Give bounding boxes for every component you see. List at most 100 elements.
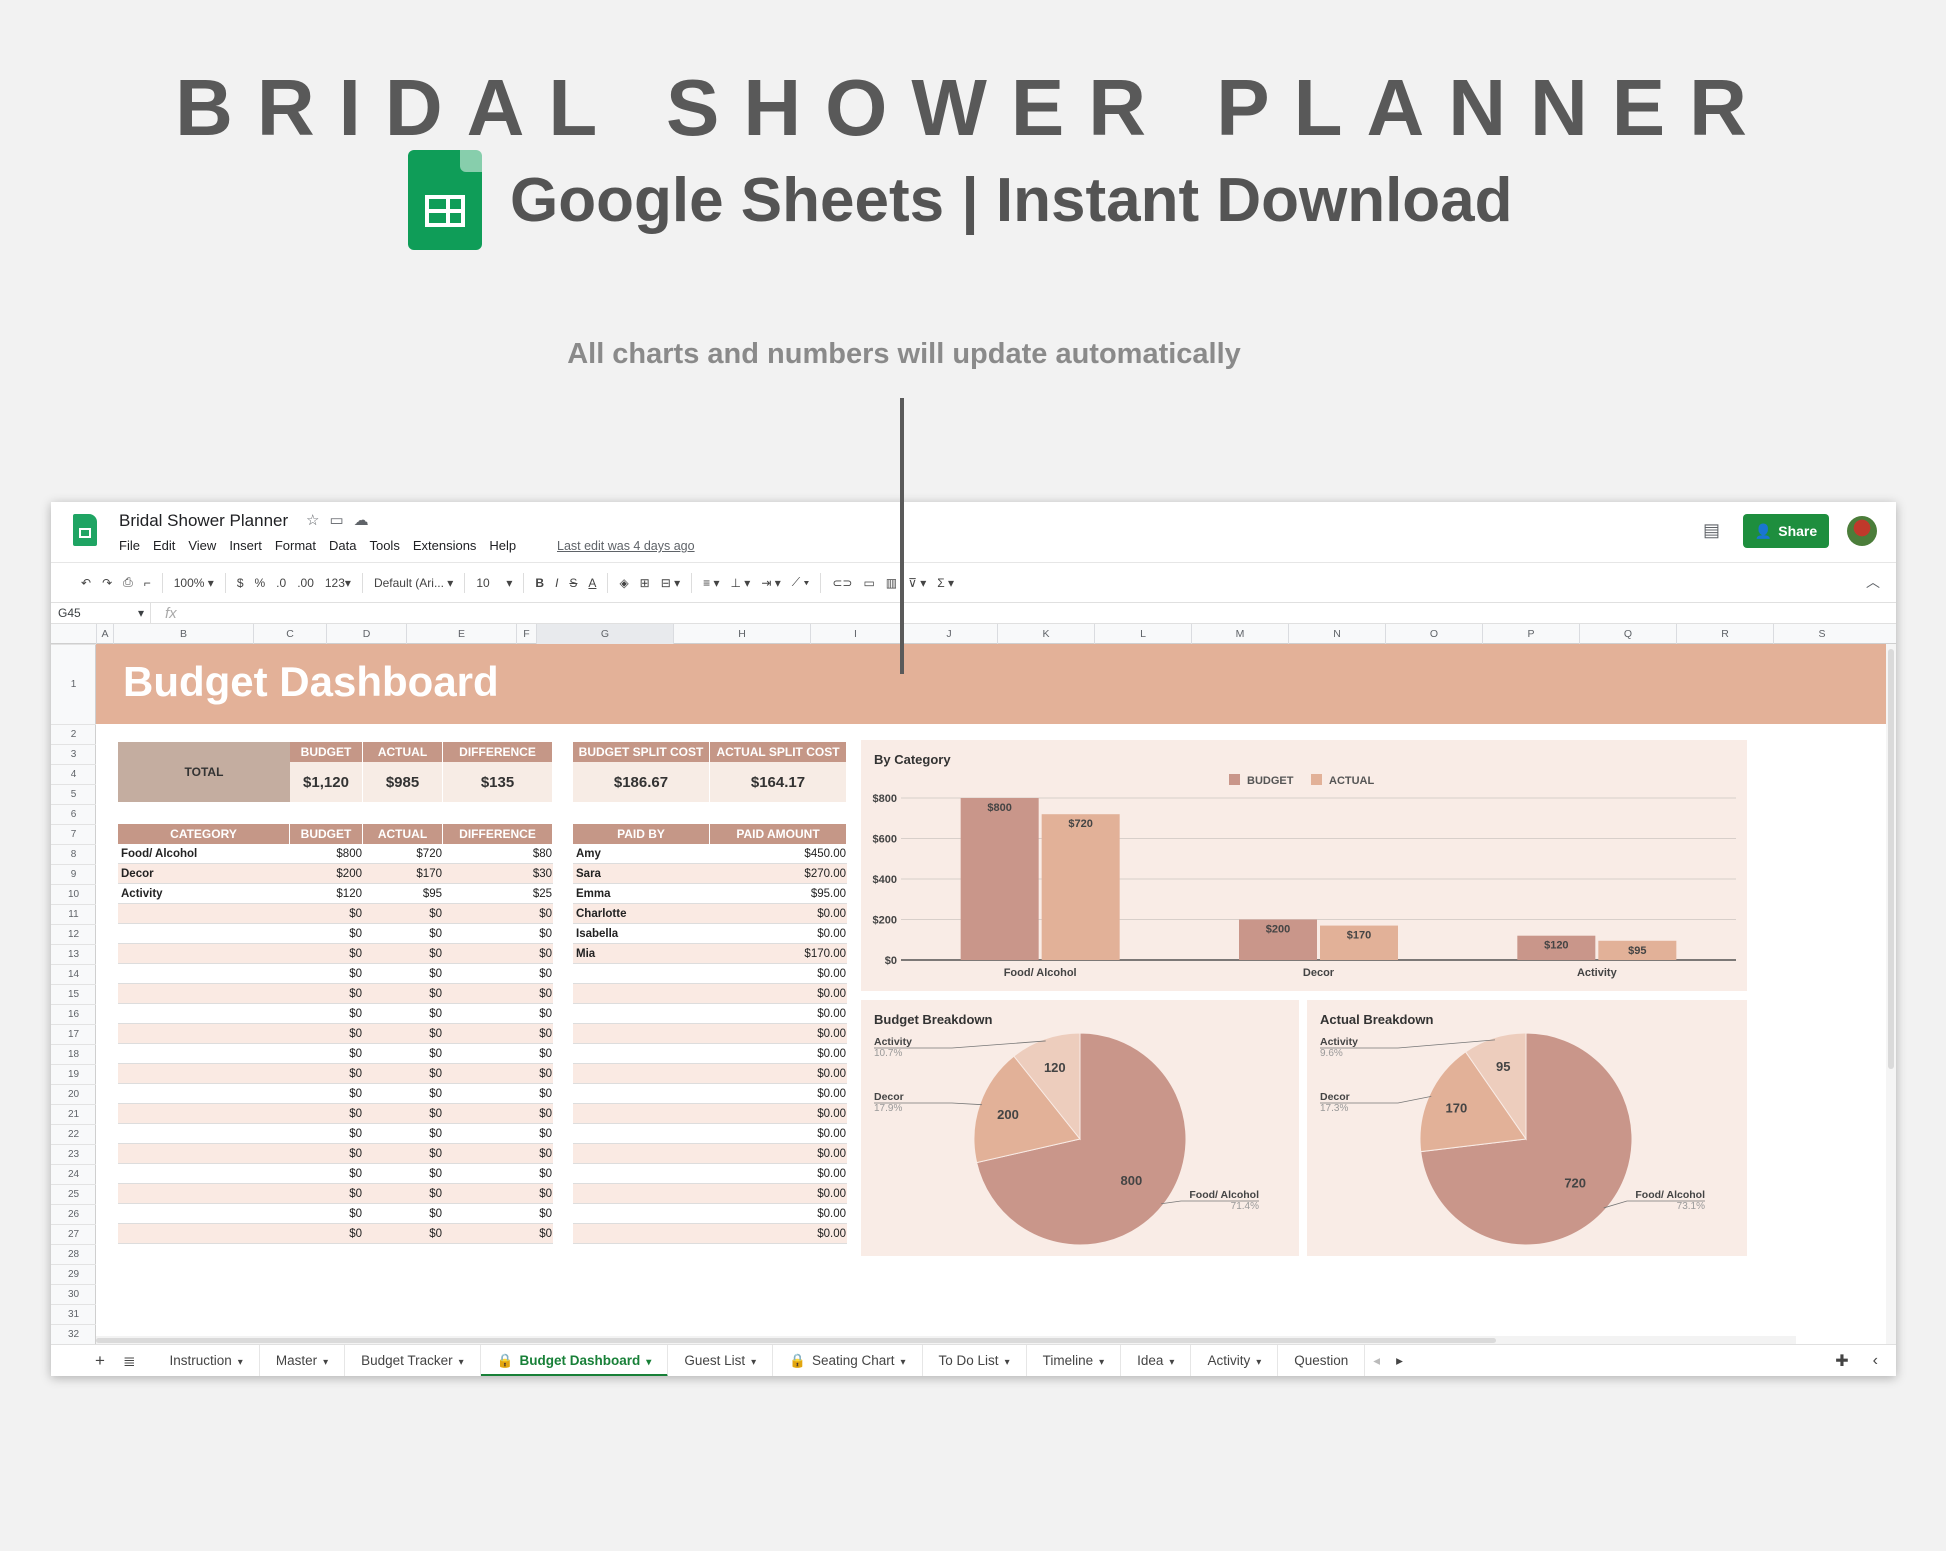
column-header-f[interactable]: F [516,624,536,644]
chevron-down-icon[interactable]: ▾ [237,1356,243,1368]
table-cell[interactable]: $0 [349,1068,362,1080]
table-cell[interactable]: $0 [539,1108,552,1120]
table-cell[interactable] [121,1044,289,1064]
table-cell[interactable]: $0 [429,908,442,920]
table-cell[interactable]: $0 [539,1048,552,1060]
add-sheet-icon[interactable]: + [95,1350,105,1370]
table-cell[interactable]: Decor [121,868,154,880]
explore-icon[interactable]: ✚ [1835,1352,1849,1370]
tab-timeline[interactable]: Timeline ▾ [1027,1344,1122,1376]
bar[interactable] [960,798,1039,960]
tab-budget-tracker[interactable]: Budget Tracker ▾ [345,1344,481,1376]
table-cell[interactable]: $0 [349,1088,362,1100]
table-cell[interactable]: $450.00 [804,848,846,860]
table-cell[interactable]: $0 [539,1088,552,1100]
row-header-19[interactable]: 19 [51,1064,96,1084]
table-cell[interactable] [121,1084,289,1104]
table-cell[interactable] [576,1184,708,1204]
row-header-30[interactable]: 30 [51,1284,96,1304]
table-cell[interactable]: $0 [349,1008,362,1020]
all-sheets-icon[interactable]: ≣ [122,1352,136,1370]
chevron-down-icon[interactable]: ▾ [646,1356,652,1368]
select-all-corner[interactable] [51,624,96,644]
actual-breakdown-chart[interactable]: Actual Breakdown 720 Food/ Alcohol 73.1% 17… [1307,1000,1747,1256]
chevron-down-icon[interactable]: ▾ [1169,1356,1175,1368]
column-header-c[interactable]: C [253,624,326,644]
table-cell[interactable]: $0 [539,1008,552,1020]
table-cell[interactable]: Emma [576,888,611,900]
collapse-menu-icon[interactable]: ︿ [1866,574,1880,590]
table-cell[interactable]: $0 [429,1088,442,1100]
menu-item-data[interactable]: Data [329,538,357,553]
table-cell[interactable]: $0 [539,1128,552,1140]
table-cell[interactable]: $95.00 [810,888,846,900]
table-cell[interactable]: $25 [532,888,552,900]
sheets-home-icon[interactable] [73,514,97,546]
table-cell[interactable] [121,1104,289,1124]
text-color-icon[interactable]: A [588,575,597,590]
table-cell[interactable]: $80 [532,848,552,860]
table-cell[interactable]: Charlotte [576,908,627,920]
paint-format-icon[interactable]: ⌐ [143,575,151,590]
table-cell[interactable]: $0 [349,928,362,940]
menu-item-extensions[interactable]: Extensions [412,538,477,553]
table-cell[interactable] [121,1224,289,1244]
summary-budget-value[interactable]: $1,120 [290,762,363,802]
name-box-dropdown-icon[interactable]: ▾ [137,606,144,620]
table-cell[interactable]: $0 [539,1148,552,1160]
row-header-15[interactable]: 15 [51,984,96,1004]
row-header-3[interactable]: 3 [51,744,96,764]
table-cell[interactable]: $0 [429,1208,442,1220]
tab-guest-list[interactable]: Guest List ▾ [668,1344,774,1376]
table-cell[interactable] [121,1024,289,1044]
share-button[interactable]: 👤 Share [1743,514,1829,548]
table-cell[interactable]: $120 [336,888,362,900]
table-cell[interactable] [576,964,708,984]
table-cell[interactable]: $0.00 [817,908,846,920]
tab-budget-dashboard[interactable]: 🔒 Budget Dashboard ▾ [480,1344,669,1376]
row-header-17[interactable]: 17 [51,1024,96,1044]
table-cell[interactable]: $0 [349,1228,362,1240]
table-cell[interactable]: $0 [429,1148,442,1160]
pie-slice[interactable] [976,1032,1187,1246]
chevron-down-icon[interactable]: ▾ [323,1356,329,1368]
actual-split-value[interactable]: $164.17 [710,762,847,802]
table-cell[interactable]: $0 [539,988,552,1000]
row-header-27[interactable]: 27 [51,1224,96,1244]
table-cell[interactable]: $0 [429,1228,442,1240]
row-header-5[interactable]: 5 [51,784,96,804]
menu-item-help[interactable]: Help [489,538,517,553]
table-cell[interactable]: $0 [429,1108,442,1120]
table-cell[interactable]: $0.00 [817,1128,846,1140]
table-cell[interactable]: $0 [349,1028,362,1040]
tab-master[interactable]: Master ▾ [260,1344,346,1376]
chevron-down-icon[interactable]: ▾ [1004,1356,1010,1368]
pie-slice[interactable] [1419,1051,1527,1153]
table-cell[interactable] [121,984,289,1004]
bar[interactable] [1239,919,1317,961]
summary-actual-value[interactable]: $985 [363,762,443,802]
row-header-16[interactable]: 16 [51,1004,96,1024]
tab-question[interactable]: Question [1278,1344,1366,1376]
table-cell[interactable] [576,1024,708,1044]
text-wrap-icon[interactable]: ⇥ ▾ [761,575,781,590]
table-cell[interactable]: $0 [429,1168,442,1180]
table-cell[interactable]: $0 [539,928,552,940]
budget-breakdown-chart[interactable]: Budget Breakdown 800 Food/ Alcohol 71.4% 20… [861,1000,1299,1256]
horizontal-scroll-thumb[interactable] [96,1338,1496,1343]
table-cell[interactable]: $0 [429,1008,442,1020]
more-formats-button[interactable]: 123▾ [324,575,351,590]
table-cell[interactable]: $0 [539,1228,552,1240]
scroll-tabs-right-icon[interactable]: ▸ [1396,1352,1403,1368]
table-cell[interactable] [121,944,289,964]
column-header-o[interactable]: O [1385,624,1482,644]
table-cell[interactable]: $0 [539,1028,552,1040]
table-cell[interactable]: $0.00 [817,1108,846,1120]
row-header-20[interactable]: 20 [51,1084,96,1104]
currency-format-button[interactable]: $ [236,575,244,590]
chevron-down-icon[interactable]: ▾ [1099,1356,1105,1368]
table-cell[interactable]: $0 [429,1028,442,1040]
table-cell[interactable]: Mia [576,948,596,960]
menu-item-insert[interactable]: Insert [229,538,262,553]
insert-link-icon[interactable]: ⊂⊃ [832,575,853,590]
